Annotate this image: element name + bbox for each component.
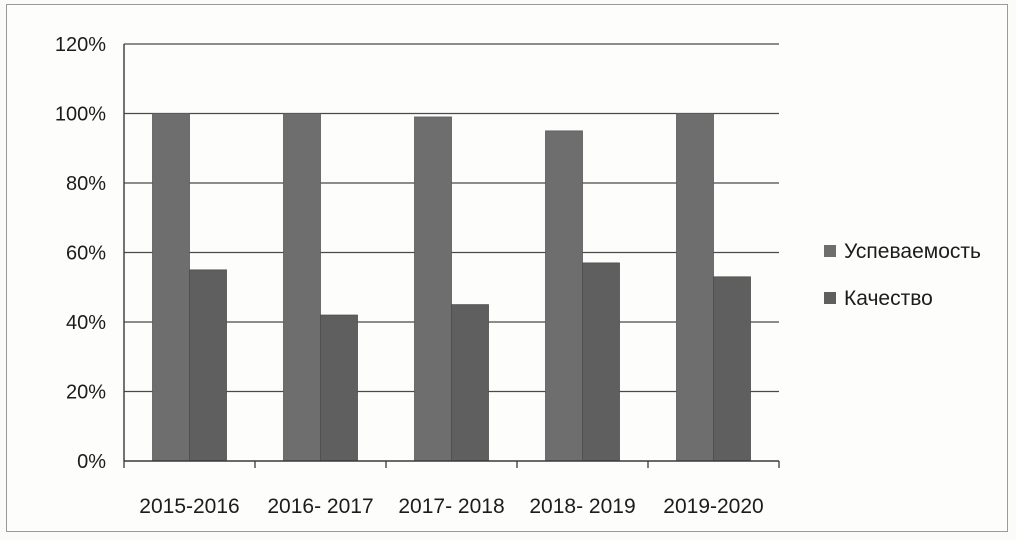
x-category-label: 2019-2020 [663,495,763,518]
bars [152,113,751,462]
chart-frame: 0% 20% 40% 60% 80% 100% 120% 2015-2016 2016- 201… [6,4,1008,532]
y-tick-label: 0% [77,451,106,473]
legend: Успеваемость Качество [824,240,981,310]
legend-swatch [824,245,836,257]
bar-uspevaemost [414,116,452,462]
bar-kachestvo [713,276,751,462]
axes [123,44,780,468]
y-tick-label: 40% [66,312,106,334]
x-category-label: 2018- 2019 [529,495,635,518]
x-category-label: 2016- 2017 [267,495,373,518]
y-tick-label: 60% [66,243,106,265]
legend-label: Успеваемость [844,240,981,263]
y-tick-label: 20% [66,382,106,404]
y-tick-label: 80% [66,173,106,195]
bar-uspevaemost [283,113,321,462]
bar-uspevaemost [676,113,714,462]
y-tick-label: 120% [55,34,106,56]
y-tick-label: 100% [55,104,106,126]
bar-kachestvo [320,314,358,462]
bar-kachestvo [189,269,227,462]
axis-labels: 0% 20% 40% 60% 80% 100% 120% 2015-2016 2016- 201… [55,34,764,518]
x-category-label: 2015-2016 [139,495,239,518]
bar-chart: 0% 20% 40% 60% 80% 100% 120% 2015-2016 2016- 201… [55,34,981,518]
bar-uspevaemost [545,130,583,462]
bar-kachestvo [582,262,620,462]
bar-uspevaemost [152,113,190,462]
bar-kachestvo [451,304,489,462]
x-category-label: 2017- 2018 [398,495,504,518]
legend-label: Качество [844,287,933,310]
legend-swatch [824,292,836,304]
